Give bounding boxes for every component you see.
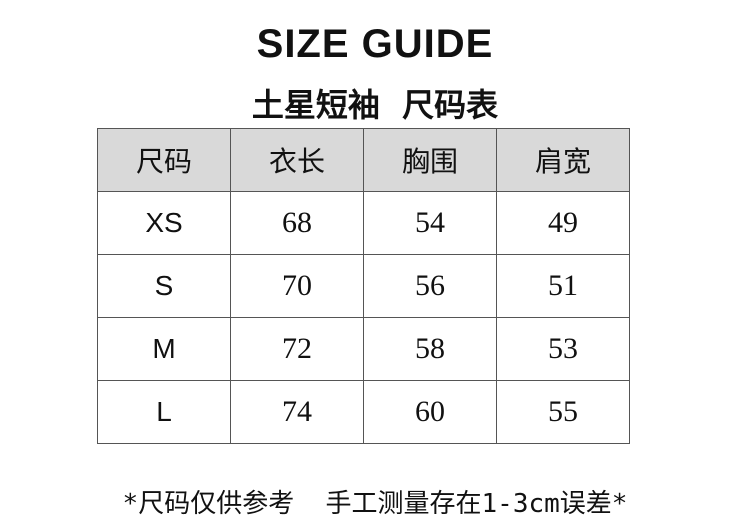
cell-size: L (97, 380, 231, 444)
cell-shoulder: 51 (496, 254, 630, 318)
cell-shoulder: 55 (496, 380, 630, 444)
header-shoulder: 肩宽 (496, 128, 630, 192)
cell-size: S (97, 254, 231, 318)
cell-chest: 58 (363, 317, 497, 381)
cell-length: 74 (230, 380, 364, 444)
cell-shoulder: 53 (496, 317, 630, 381)
cell-length: 68 (230, 191, 364, 255)
page-title: SIZE GUIDE (256, 22, 494, 66)
table-header-row: 尺码 衣长 胸围 肩宽 (97, 128, 630, 192)
cell-chest: 56 (363, 254, 497, 318)
page-subtitle: 土星短袖 尺码表 (251, 86, 499, 124)
cell-chest: 60 (363, 380, 497, 444)
cell-length: 70 (230, 254, 364, 318)
header-chest: 胸围 (363, 128, 497, 192)
cell-chest: 54 (363, 191, 497, 255)
header-size: 尺码 (97, 128, 231, 192)
cell-shoulder: 49 (496, 191, 630, 255)
cell-length: 72 (230, 317, 364, 381)
table-row: M 72 58 53 (97, 317, 630, 381)
cell-size: M (97, 317, 231, 381)
table-row: S 70 56 51 (97, 254, 630, 318)
table-row: XS 68 54 49 (97, 191, 630, 255)
cell-size: XS (97, 191, 231, 255)
measurement-note: *尺码仅供参考 手工测量存在1-3cm误差* (122, 489, 628, 519)
table-row: L 74 60 55 (97, 380, 630, 444)
size-table: 尺码 衣长 胸围 肩宽 XS 68 54 49 S 70 56 51 M 72 … (97, 128, 630, 444)
header-length: 衣长 (230, 128, 364, 192)
